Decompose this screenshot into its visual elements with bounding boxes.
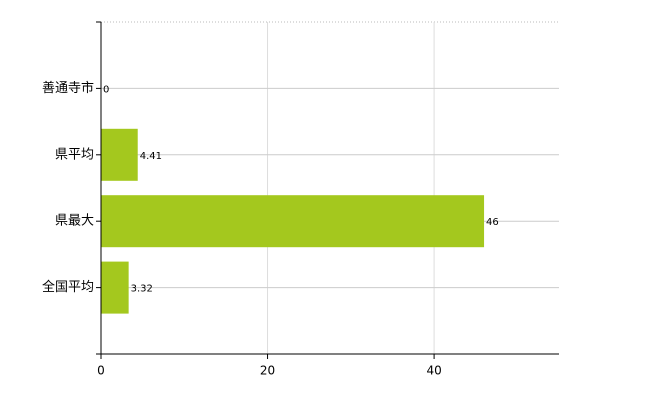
- x-tick-label: 0: [97, 364, 105, 378]
- value-label: 3.32: [131, 284, 153, 295]
- value-label: 0: [103, 84, 109, 95]
- x-tick-label: 40: [426, 364, 441, 378]
- y-tick-label: 県最大: [55, 214, 94, 229]
- value-label: 46: [486, 217, 499, 228]
- value-label: 4.41: [140, 151, 162, 162]
- bar: [101, 261, 129, 314]
- bar: [101, 195, 485, 248]
- y-tick-label: 全国平均: [42, 279, 94, 295]
- x-tick-label: 20: [260, 364, 275, 378]
- y-tick-label: 県平均: [55, 147, 94, 162]
- bar: [101, 128, 138, 181]
- y-tick-label: 善通寺市: [42, 80, 94, 96]
